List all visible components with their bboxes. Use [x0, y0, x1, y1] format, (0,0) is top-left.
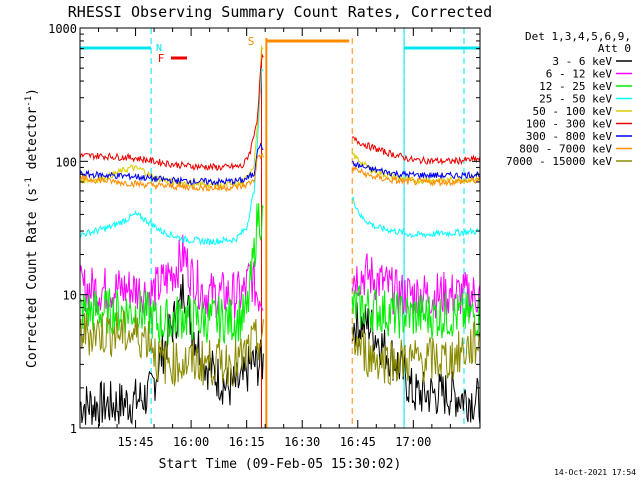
series-line-5-seg-1 — [351, 136, 481, 166]
legend-label-8: 7000 - 15000 keV — [506, 155, 612, 168]
axes-frame — [79, 27, 481, 429]
series-line-8-seg-0 — [79, 309, 264, 387]
axes: 1 10 100 1000 15:45 16:00 16:15 16:30 16:45 17:00 — [48, 22, 481, 449]
series-line-3-seg-0 — [79, 68, 264, 246]
legend-label-2: 12 - 25 keV — [539, 80, 612, 93]
series-line-7-seg-0 — [79, 152, 264, 193]
y-axis-label: Corrected Count Rate (s-1 detector-1) — [24, 88, 40, 368]
y-tick-label: 1 — [70, 422, 77, 436]
legend-label-1: 6 - 12 keV — [546, 68, 613, 81]
footer-timestamp: 14-Oct-2021 17:54 — [554, 468, 636, 477]
series-line-2-seg-1 — [351, 285, 481, 339]
series-line-0-seg-1 — [351, 302, 481, 425]
legend-label-3: 25 - 50 keV — [539, 93, 612, 106]
legend-header-line2: Att 0 — [598, 42, 631, 55]
series-line-2-seg-0 — [79, 203, 264, 345]
y-tick-label: 10 — [63, 289, 77, 303]
series-line-5-seg-0 — [79, 53, 264, 172]
x-tick-label: 17:00 — [395, 435, 431, 449]
series-1 — [79, 234, 481, 319]
x-tick-label: 16:15 — [229, 435, 265, 449]
series-line-3-seg-1 — [351, 196, 481, 239]
series-5 — [79, 53, 481, 172]
flare-marker-label: F — [158, 52, 165, 65]
y-tick-label: 1000 — [48, 22, 77, 36]
series-3 — [79, 68, 481, 246]
series-8 — [79, 309, 481, 387]
y-tick-label: 100 — [55, 155, 77, 169]
saa-marker-label: S — [248, 35, 255, 48]
series-line-1-seg-0 — [79, 234, 264, 319]
legend-label-0: 3 - 6 keV — [552, 55, 612, 68]
series-line-1-seg-1 — [351, 253, 481, 319]
x-tick-label: 15:45 — [117, 435, 153, 449]
legend-label-7: 800 - 7000 keV — [519, 143, 612, 156]
series-line-7-seg-1 — [351, 165, 481, 188]
chart-title: RHESSI Observing Summary Count Rates, Co… — [68, 3, 492, 21]
legend-label-4: 50 - 100 keV — [533, 105, 613, 118]
series-line-6-seg-0 — [79, 142, 264, 187]
series-line-8-seg-1 — [351, 320, 481, 386]
x-tick-label: 16:45 — [340, 435, 376, 449]
x-tick-label: 16:30 — [284, 435, 320, 449]
legend-header-line1: Det 1,3,4,5,6,9, — [525, 30, 631, 43]
series-line-6-seg-1 — [351, 160, 481, 180]
night-marker-label: N — [156, 43, 162, 54]
x-tick-label: 16:00 — [173, 435, 209, 449]
series-6 — [79, 142, 481, 187]
series-2 — [79, 203, 481, 345]
legend-label-6: 300 - 800 keV — [526, 130, 612, 143]
plot-area — [79, 45, 481, 427]
legend-label-5: 100 - 300 keV — [526, 118, 612, 131]
x-axis-label: Start Time (09-Feb-05 15:30:02) — [159, 457, 402, 472]
series-7 — [79, 152, 481, 193]
